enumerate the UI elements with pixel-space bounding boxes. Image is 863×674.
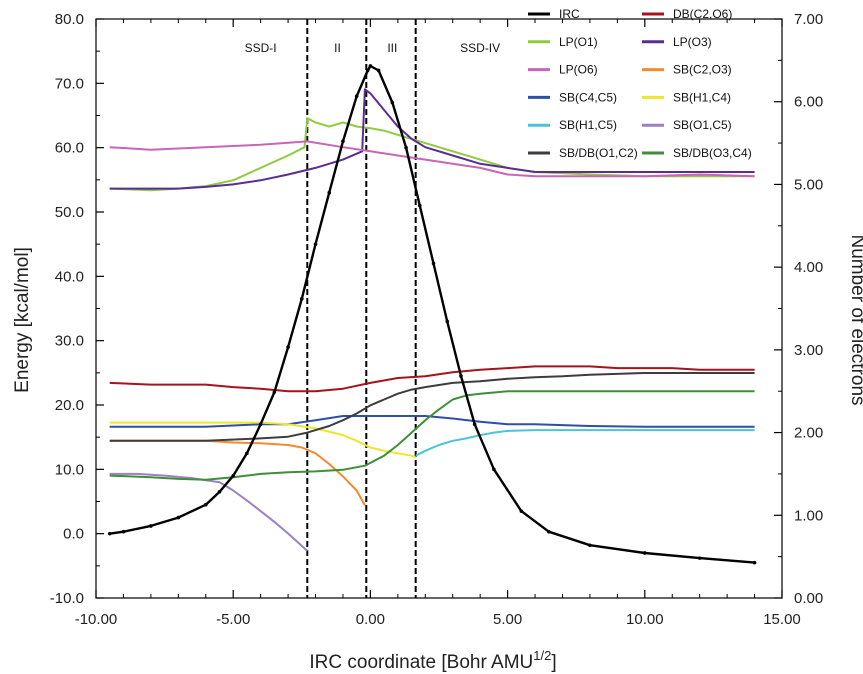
irc-point — [245, 451, 249, 456]
x-axis-title: IRC coordinate [Bohr AMU1/2] — [309, 648, 556, 673]
x-axis-title-suffix: ] — [551, 652, 556, 673]
y-right-tick-label: 6.00 — [794, 94, 823, 111]
legend-label: SB(H1,C4) — [673, 90, 731, 104]
y-left-tick-label: 60.0 — [55, 140, 84, 157]
irc-point — [376, 68, 381, 73]
irc-point — [390, 100, 395, 105]
irc-point — [121, 529, 126, 534]
legend-label: SB/DB(O1,C2) — [559, 146, 638, 160]
irc-point — [492, 467, 496, 472]
y-left-tick-label: 70.0 — [55, 75, 84, 92]
series-lp-o6-line — [109, 140, 755, 178]
y-left-tick-label: 40.0 — [55, 268, 84, 285]
irc-point — [354, 94, 359, 98]
irc-point — [365, 68, 370, 73]
irc-point — [149, 524, 153, 528]
irc-point — [368, 64, 373, 68]
x-tick-label: 0.00 — [356, 611, 385, 628]
region-label: SSD-IV — [460, 41, 500, 55]
plot-frame — [95, 18, 783, 599]
legend-label: SB(C2,O3) — [673, 63, 732, 77]
legend-label: LP(O6) — [559, 63, 598, 77]
tick-labels: -10.00 -5.00 0.00 5.00 10.00 15.00 -10.0 0.0 10.… — [50, 11, 823, 628]
irc-point — [107, 531, 112, 536]
irc-point — [203, 502, 208, 507]
y-right-tick-label: 5.00 — [794, 176, 823, 193]
irc-point — [752, 560, 757, 565]
legend-label: SB(O1,C5) — [673, 118, 732, 132]
irc-point — [272, 390, 277, 394]
irc-point — [445, 319, 450, 324]
irc-point — [519, 509, 524, 513]
x-tick-label: -5.00 — [216, 611, 250, 628]
irc-point — [300, 297, 304, 301]
y-left-tick-label: 20.0 — [55, 397, 84, 414]
x-tick-label: 15.00 — [763, 611, 801, 628]
y-left-tick-label: 30.0 — [55, 333, 84, 350]
plot-border — [95, 18, 783, 599]
irc-point — [176, 515, 181, 520]
y-left-tick-label: 10.0 — [55, 461, 84, 478]
y-axis-left-title: Energy [kcal/mol] — [12, 247, 33, 393]
x-axis-title-superscript: 1/2 — [533, 648, 551, 663]
irc-point — [643, 551, 647, 555]
series-irc-line — [109, 64, 755, 564]
x-tick-label: -10.00 — [75, 611, 118, 628]
irc-point — [417, 203, 422, 208]
legend: IRC DB(C2,O6) LP(O1) LP(O3) LP(O6) SB(C2,O3) S… — [528, 7, 752, 160]
legend-label: LP(O1) — [559, 35, 598, 49]
irc-point — [231, 473, 235, 478]
y-right-tick-label: 3.00 — [794, 342, 823, 359]
y-right-tick-label: 4.00 — [794, 259, 823, 276]
irc-point — [327, 190, 332, 195]
x-axis-title-main: IRC coordinate [Bohr AMU — [309, 652, 533, 673]
irc-point — [697, 556, 702, 560]
y-right-tick-label: 2.00 — [794, 425, 823, 442]
series-sb-c4-c5-line — [109, 415, 755, 428]
region-label: II — [334, 41, 341, 55]
y-left-tick-label: 50.0 — [55, 204, 84, 221]
irc-point — [404, 145, 408, 150]
legend-label: SB(C4,C5) — [559, 90, 617, 104]
irc-point — [217, 490, 222, 494]
irc-point — [588, 543, 592, 548]
y-left-tick-label: -10.0 — [50, 590, 84, 607]
y-right-tick-label: 7.00 — [794, 11, 823, 28]
y-left-tick-label: 80.0 — [55, 11, 84, 28]
region-boundaries — [306, 19, 417, 598]
series-db-c2-o6-line — [109, 365, 755, 393]
series-sb-h1-c5-line — [415, 429, 755, 457]
legend-label: LP(O3) — [673, 35, 712, 49]
irc-point — [459, 374, 463, 378]
series-layer — [107, 64, 757, 565]
region-label: SSD-I — [245, 41, 277, 55]
series-sb-o1-c5-line — [109, 472, 308, 552]
legend-label: IRC — [559, 7, 580, 21]
axis-ticks — [95, 18, 783, 599]
irc-point — [431, 261, 436, 266]
series-sb-h1-c4-line — [109, 421, 417, 459]
irc-point — [258, 422, 263, 427]
legend-label: SB(H1,C5) — [559, 118, 617, 132]
y-left-tick-label: 0.0 — [63, 526, 84, 543]
x-tick-label: 5.00 — [493, 611, 522, 628]
legend-label: DB(C2,O6) — [673, 7, 732, 21]
region-label: III — [387, 41, 397, 55]
y-right-tick-label: 1.00 — [794, 507, 823, 524]
irc-point — [286, 345, 290, 349]
x-tick-label: 10.00 — [626, 611, 664, 628]
legend-label: SB/DB(O3,C4) — [673, 146, 752, 160]
y-axis-right-title: Number of electrons — [847, 234, 863, 405]
series-sb-c2-o3-line — [109, 439, 366, 506]
y-right-tick-label: 0.00 — [794, 590, 823, 607]
series-sb-db-o3-c4-line — [109, 390, 755, 481]
region-labels: SSD-I II III SSD-IV — [245, 41, 501, 55]
irc-point — [546, 529, 551, 534]
irc-point — [472, 422, 477, 427]
series-sb-db-o1-c2-line — [109, 372, 755, 442]
irc-point — [313, 242, 318, 246]
series-lp-o3-line — [109, 88, 755, 190]
irc-point — [341, 139, 345, 144]
